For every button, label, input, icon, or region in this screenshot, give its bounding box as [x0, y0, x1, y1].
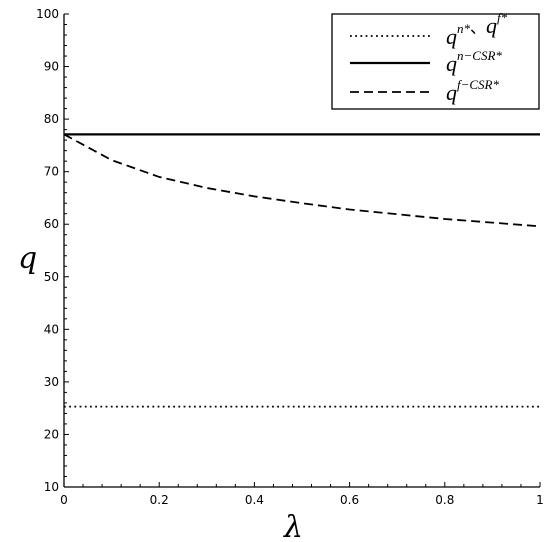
legend-label: qn*、qf*: [446, 10, 508, 49]
y-tick-label: 90: [44, 60, 59, 74]
y-tick-label: 100: [36, 7, 59, 21]
dashed-series-line: [63, 133, 541, 228]
x-axis-title: λ: [283, 510, 303, 542]
x-tick-label: 1: [536, 493, 544, 507]
x-tick-label: 0.4: [245, 493, 264, 507]
legend-box: [331, 13, 540, 110]
legend: qn*、qf*qn−CSR*qf−CSR*: [331, 10, 540, 110]
y-tick-label: 60: [44, 217, 59, 231]
y-tick-label: 70: [44, 165, 59, 179]
legend-label: qn−CSR*: [446, 48, 502, 76]
y-tick-label: 20: [44, 427, 59, 441]
tick-labels: 10 20 30 40 50 60 70 80 90 100 0 0.2 0.4 0.6 0.8 1: [36, 7, 544, 507]
y-axis-title: q: [18, 241, 37, 276]
y-tick-label: 80: [44, 112, 59, 126]
data-series: [63, 133, 541, 408]
x-tick-label: 0.6: [340, 493, 359, 507]
y-tick-label: 30: [44, 375, 59, 389]
y-tick-label: 40: [44, 322, 59, 336]
x-tick-label: 0.8: [435, 493, 454, 507]
legend-label: qf−CSR*: [446, 77, 499, 105]
x-tick-label: 0.2: [150, 493, 169, 507]
y-tick-label: 10: [44, 480, 59, 494]
x-tick-label: 0: [60, 493, 68, 507]
y-tick-label: 50: [44, 270, 59, 284]
